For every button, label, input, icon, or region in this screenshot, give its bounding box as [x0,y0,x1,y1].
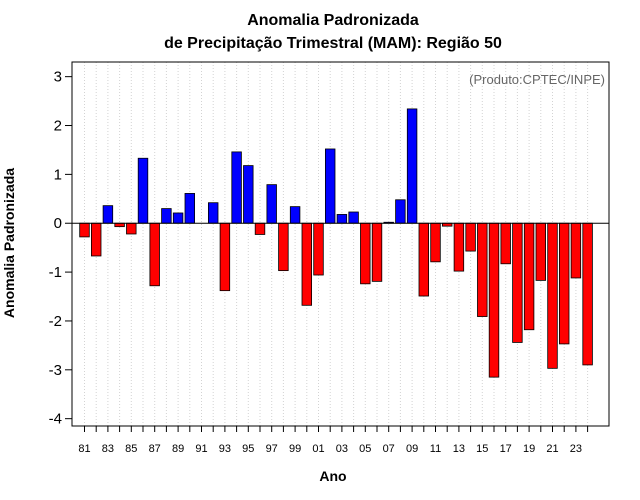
bar-2021 [547,222,558,369]
bar-1993 [219,222,231,292]
bar-2008 [395,199,406,224]
y-axis-title: Anomalia Padronizada [1,168,17,318]
bar-1983 [102,205,114,224]
x-tick-label: 21 [546,443,558,455]
bar-2019 [523,222,535,331]
y-tick-label: -2 [49,313,62,330]
bar-2020 [535,222,547,281]
x-tick-label: 23 [570,443,582,455]
y-tick-label: -1 [49,264,62,281]
x-tick-label: 99 [289,443,301,455]
chart-title-line1: Anomalia Padronizada [247,12,419,29]
y-axis: -4 -3 -2 -1 0 1 2 3 [49,69,72,428]
x-tick-label: 97 [266,443,278,455]
bar-2017 [500,222,511,265]
x-tick-label: 91 [195,443,207,455]
bar-2011 [430,222,441,263]
bar-1989 [172,212,184,224]
x-tick-label: 05 [359,443,371,455]
x-tick-label: 13 [453,443,465,455]
y-tick-label: -4 [49,411,62,428]
bar-2000 [301,222,313,306]
bar-1990 [184,193,196,224]
x-tick-label: 01 [312,443,324,455]
y-tick-label: 1 [54,166,62,183]
y-tick-label: 0 [54,215,62,232]
bar-2015 [477,222,488,317]
bars [79,108,593,378]
x-tick-label: 81 [78,443,90,455]
bar-2014 [465,222,476,252]
plot-frame [71,61,610,427]
x-axis: 81 83 85 87 89 91 93 95 97 99 01 03 05 07 09 11 13 15 17 19… [78,426,589,455]
bar-1982 [91,222,102,257]
bar-2005 [360,222,371,285]
x-axis-title: Ano [319,468,346,484]
x-tick-label: 83 [102,443,114,455]
bar-2002 [324,148,336,224]
bar-2010 [418,222,430,297]
x-tick-label: 19 [523,443,535,455]
x-tick-label: 09 [406,443,418,455]
bar-2004 [348,211,359,224]
bar-1998 [278,222,289,272]
x-tick-label: 11 [430,443,441,455]
bar-2013 [453,222,465,272]
bar-2003 [336,214,348,224]
x-tick-label: 87 [149,443,161,455]
bar-1994 [231,151,242,224]
y-tick-label: 3 [54,69,62,86]
bar-1987 [149,222,160,287]
bar-2009 [406,108,418,224]
bar-1981 [79,222,90,238]
x-tick-label: 89 [172,443,184,455]
x-tick-label: 85 [125,443,137,455]
bar-1995 [243,165,254,224]
bar-1997 [266,184,277,224]
bar-2024 [582,222,593,366]
x-tick-label: 17 [500,443,512,455]
bar-1999 [289,206,301,224]
y-tick-label: 2 [54,118,62,135]
bar-2006 [371,222,383,282]
chart-title-line2: de Precipitação Trimestral (MAM): Região… [164,35,502,52]
bar-1985 [126,222,137,235]
grid-lines [84,62,589,426]
bar-1992 [207,202,219,224]
bar-1986 [137,157,149,224]
source-note: (Produto:CPTEC/INPE) [469,72,605,87]
bar-1984 [114,222,125,228]
x-tick-label: 15 [476,443,488,455]
bar-2018 [512,222,523,343]
bar-1988 [161,208,172,224]
x-tick-label: 93 [219,443,231,455]
bar-1996 [254,222,266,235]
bar-2023 [570,222,582,279]
y-tick-label: -3 [49,362,62,379]
x-tick-label: 95 [242,443,254,455]
x-tick-label: 03 [336,443,348,455]
bar-2001 [313,222,324,276]
bar-2022 [559,222,570,345]
bar-2016 [488,222,500,378]
x-tick-label: 07 [383,443,395,455]
